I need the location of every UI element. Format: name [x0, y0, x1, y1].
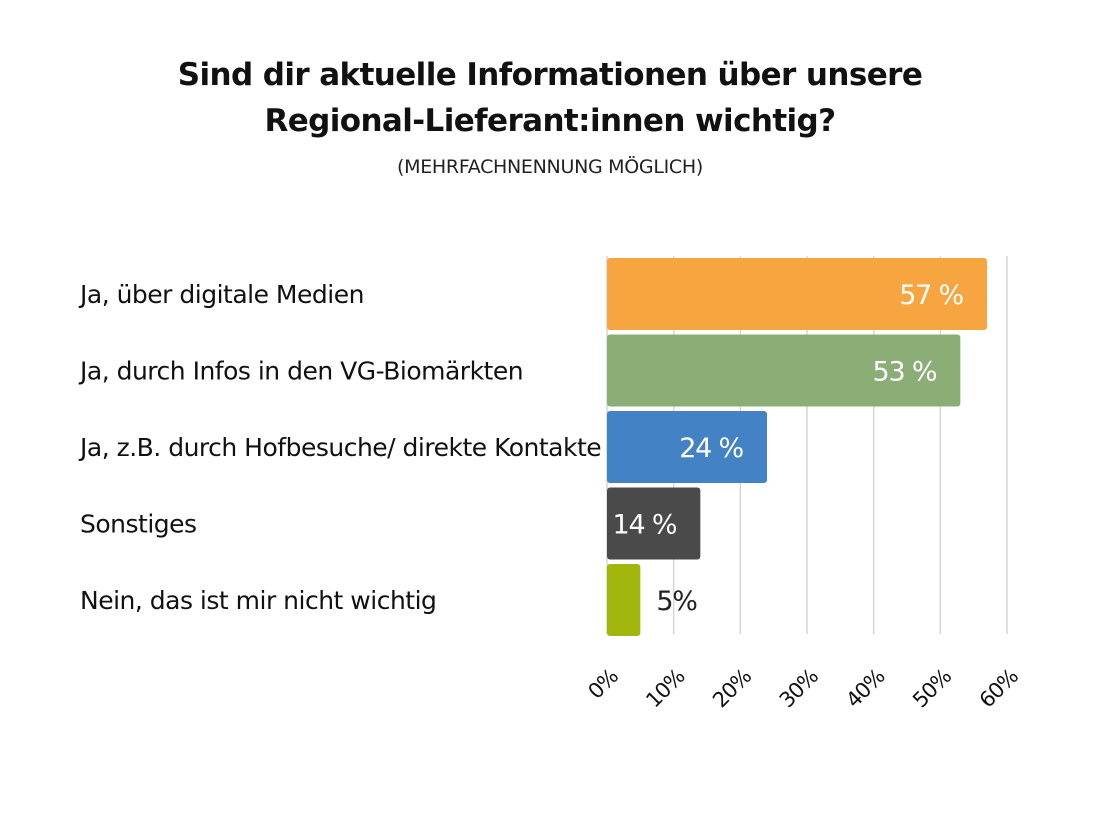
x-tick-label: 30% — [775, 665, 823, 713]
value-label: 53 % — [873, 357, 937, 388]
value-labels: 57 % 53 % 24 % 14 % 5% — [613, 280, 965, 617]
chart-title-line-1: Sind dir aktuelle Informationen über uns… — [177, 57, 923, 93]
chart-subtitle: (MEHRFACHNENNUNG MÖGLICH) — [397, 156, 703, 178]
x-tick-label: 60% — [975, 665, 1023, 713]
chart-title: Sind dir aktuelle Informationen über uns… — [0, 52, 1100, 144]
bar — [607, 258, 987, 330]
bar — [607, 411, 767, 483]
category-label: Ja, über digitale Medien — [78, 280, 364, 309]
x-tick-label: 50% — [908, 665, 956, 713]
bar — [607, 487, 701, 560]
value-label: 24 % — [679, 433, 743, 464]
category-label: Sonstiges — [80, 510, 197, 539]
chart-title-line-2: Regional-Lieferant:innen wichtig? — [264, 103, 836, 139]
value-label: 57 % — [899, 280, 963, 311]
bar — [607, 334, 961, 407]
x-tick-label: 40% — [841, 665, 889, 713]
x-tick-label: 0% — [583, 665, 622, 704]
x-tick-label: 10% — [641, 665, 689, 713]
x-axis-tick-labels: 0% 10% 20% 30% 40% 50% 60% — [583, 665, 1022, 713]
category-label: Ja, z.B. durch Hofbesuche/ direkte Konta… — [78, 433, 601, 462]
bars — [607, 258, 987, 636]
category-label: Nein, das ist mir nicht wichtig — [80, 586, 436, 615]
category-labels: Ja, über digitale Medien Ja, durch Infos … — [78, 280, 602, 615]
value-label: 14 % — [613, 510, 677, 541]
bar — [607, 564, 641, 636]
value-label: 5% — [656, 586, 697, 617]
category-label: Ja, durch Infos in den VG-Biomärkten — [78, 357, 523, 386]
x-tick-label: 20% — [708, 665, 756, 713]
